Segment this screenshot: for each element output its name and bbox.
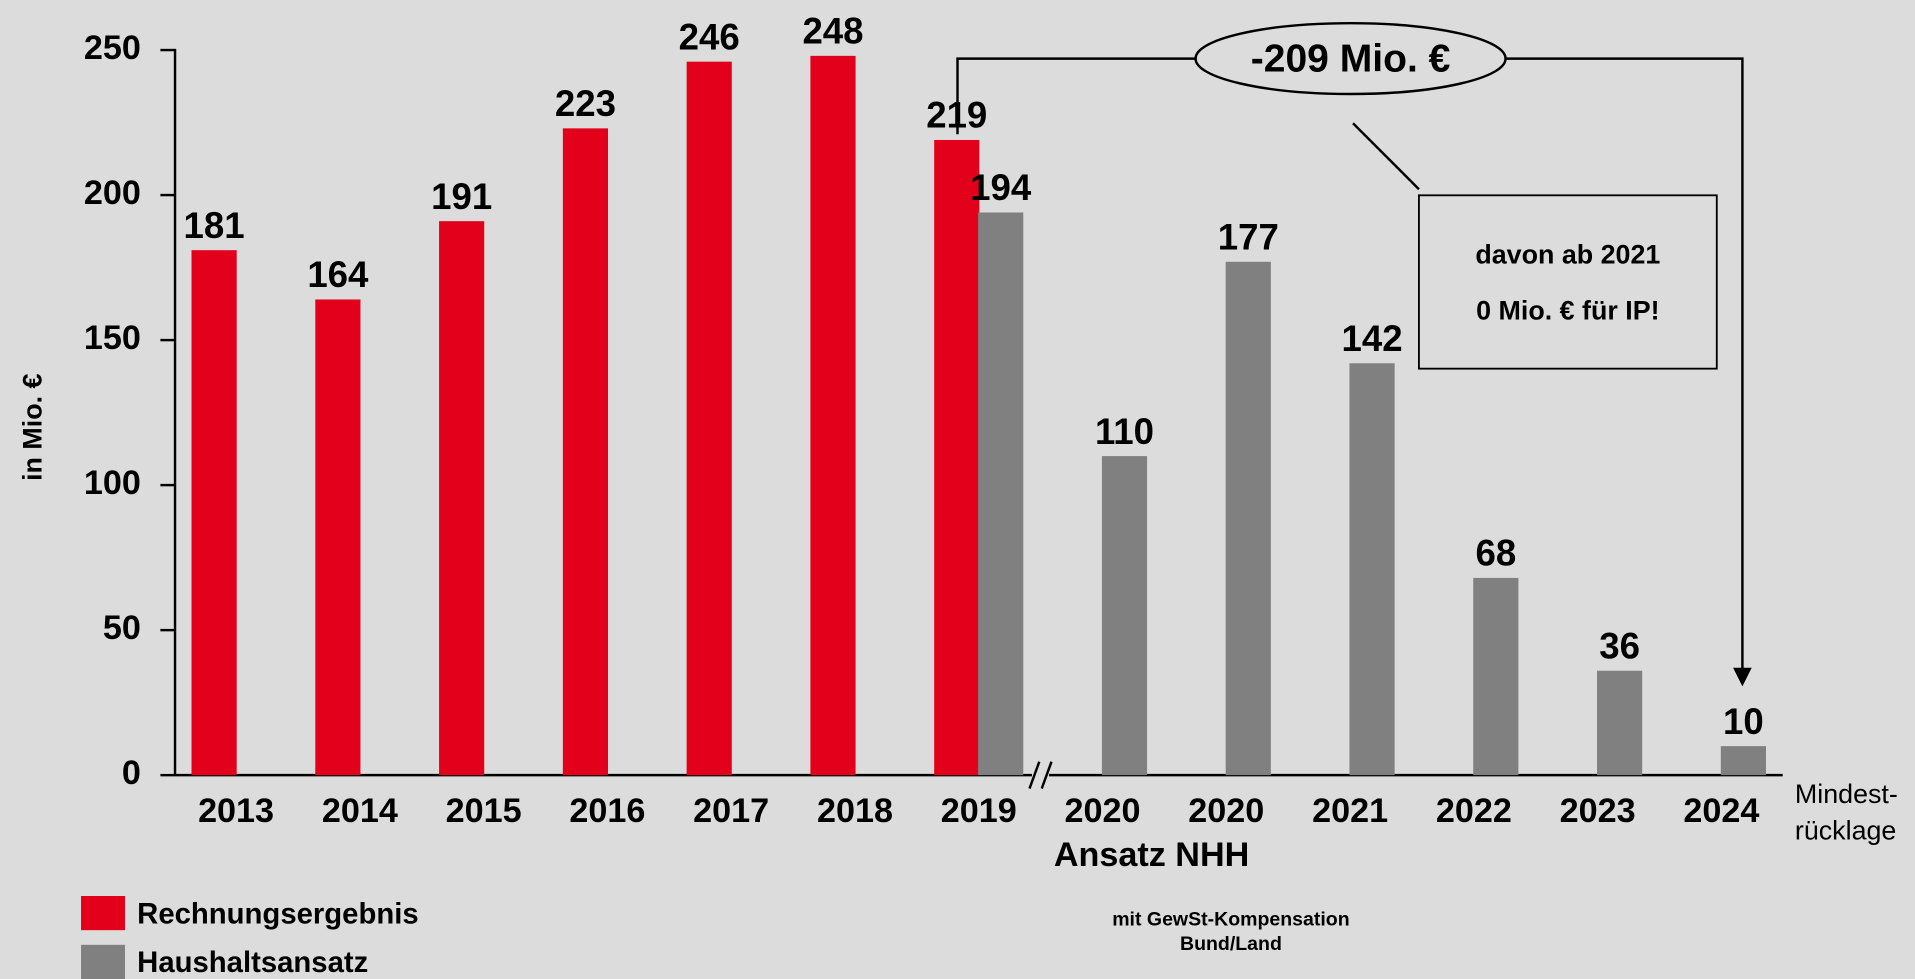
bar [315,299,361,776]
bar [1720,746,1766,776]
data-label: 223 [555,83,616,124]
x-tick-label: 2022 [1436,792,1512,830]
data-label: 181 [184,205,245,246]
y-tick-label: 200 [84,174,141,212]
data-label: 68 [1475,533,1516,574]
bar [1473,577,1519,776]
y-tick-label: 100 [84,464,141,502]
x-tick-label: 2017 [693,792,769,830]
note: mit GewSt-Kompensation [1112,909,1349,931]
end-label: rücklage [1795,816,1896,846]
y-tick-label: 0 [122,754,141,792]
y-tick-label: 150 [84,319,141,357]
bar [934,139,980,776]
data-label: 248 [802,11,863,52]
box-text: davon ab 2021 [1475,239,1660,269]
x-tick-label: 2013 [198,792,274,830]
data-label: 194 [970,167,1032,208]
x-tick-label: 2016 [569,792,645,830]
axis-break [1028,761,1053,789]
data-label: 219 [926,95,987,136]
x-tick-label: 2018 [817,792,893,830]
difference-arrow [956,21,1752,687]
x-tick-label: 2023 [1560,792,1636,830]
bar [810,55,856,776]
data-label: 10 [1723,701,1764,742]
y-axis-label: in Mio. € [18,373,48,480]
sub-category-label: Ansatz NHH [1054,836,1249,874]
data-label: 177 [1218,216,1279,257]
end-label: Mindest- [1795,779,1898,809]
data-label: 164 [307,254,369,295]
x-tick-label: 2020 [1065,792,1141,830]
x-tick-label: 2020 [1188,792,1264,830]
bar [562,128,609,776]
note: Bund/Land [1180,933,1282,955]
x-tick-label: 2015 [446,792,522,830]
legend-swatch [81,944,125,979]
difference-label: -209 Mio. € [1251,37,1451,80]
data-label: 246 [679,16,740,57]
bar [191,250,237,776]
legend-swatch [81,895,125,931]
y-tick-label: 250 [84,29,141,67]
bar [1349,363,1395,776]
x-tick-label: 2014 [322,792,398,830]
legend-label: Haushaltsansatz [137,946,368,979]
data-label: 191 [431,176,492,217]
bar [686,61,732,776]
legend-label: Rechnungsergebnis [137,897,418,930]
bar [1597,670,1643,776]
data-label: 142 [1342,318,1403,359]
bar [439,221,485,776]
x-tick-label: 2019 [941,792,1017,830]
bar [1101,456,1148,776]
y-tick-label: 50 [103,609,141,647]
box-text: 0 Mio. € für IP! [1476,296,1659,326]
data-label: 36 [1599,625,1640,666]
x-tick-label: 2021 [1312,792,1388,830]
data-label: 110 [1095,411,1154,452]
bar [1225,261,1271,776]
x-tick-label: 2024 [1683,792,1759,830]
bar [978,212,1024,776]
